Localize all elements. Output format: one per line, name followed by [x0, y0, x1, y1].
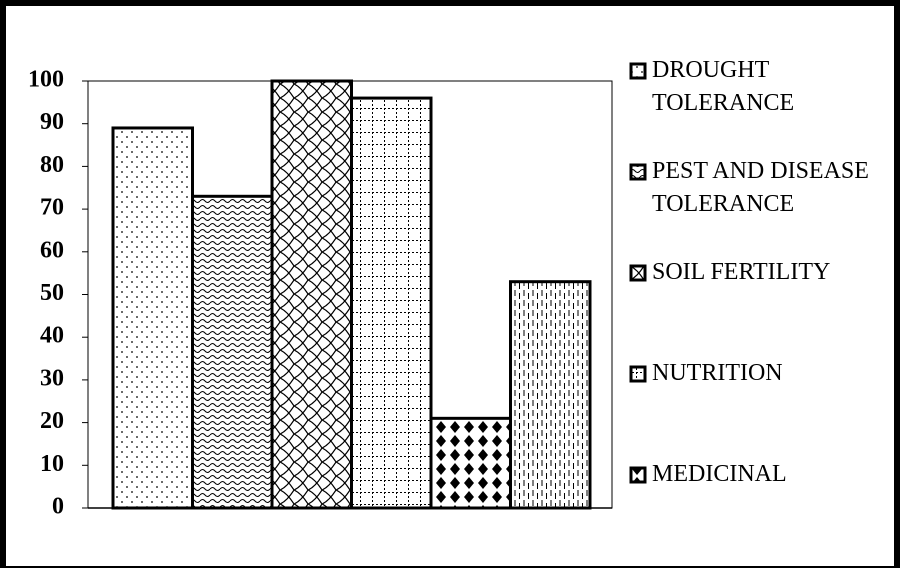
- legend-swatch: [629, 264, 647, 282]
- y-tick-label: 100: [28, 67, 64, 93]
- bar: [509, 280, 592, 510]
- y-tick-label: 80: [40, 152, 64, 178]
- y-tick-label: 50: [40, 280, 64, 306]
- legend-label: NUTRITION: [652, 360, 783, 386]
- bar: [270, 79, 353, 510]
- y-tick-label: 40: [40, 323, 64, 349]
- y-tick-label: 60: [40, 237, 64, 263]
- bar: [191, 194, 274, 510]
- y-tick-label: 10: [40, 451, 64, 477]
- legend-label: SOIL FERTILITY: [652, 259, 831, 285]
- legend-label: PEST AND DISEASE TOLERANCE: [652, 158, 869, 217]
- legend-swatch: [629, 365, 647, 383]
- legend-label: DROUGHT TOLERANCE: [652, 57, 795, 116]
- legend-swatch: [629, 163, 647, 181]
- legend-swatch: [629, 62, 647, 80]
- y-tick-label: 70: [40, 195, 64, 221]
- bar: [111, 126, 194, 510]
- legend-label: MEDICINAL: [652, 461, 787, 487]
- y-tick-label: 90: [40, 109, 64, 135]
- legend-swatch: [629, 466, 647, 484]
- y-tick-label: 20: [40, 408, 64, 434]
- bar: [429, 416, 512, 510]
- y-tick-label: 0: [52, 494, 64, 520]
- bar: [350, 96, 433, 510]
- y-tick-label: 30: [40, 365, 64, 391]
